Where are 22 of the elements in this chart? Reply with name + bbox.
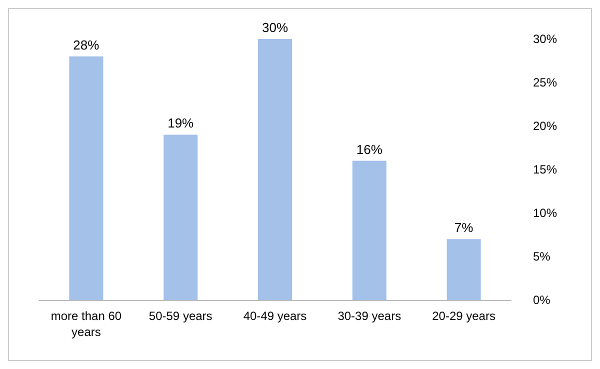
y-tick-label: 5% [533,250,551,264]
data-label: 19% [168,116,194,131]
bar [352,160,386,300]
bar [69,56,104,300]
bar [446,239,481,300]
x-tick-label: 50-59 years [148,309,212,323]
bar [164,134,198,300]
data-label: 16% [356,142,383,157]
y-tick-label: 0% [533,293,551,307]
y-tick-label: 15% [533,162,558,176]
y-tick-label: 20% [533,119,558,133]
data-label: 30% [262,20,288,35]
y-tick-label: 10% [533,206,558,220]
data-label: 28% [73,37,100,52]
data-label: 7% [454,220,474,236]
x-tick-label: 30-39 years [338,309,402,323]
y-tick-label: 25% [533,76,558,90]
x-tick-label: more than 60 years [50,309,122,339]
x-tick-label: 40-49 years [243,309,307,323]
bar [258,39,292,300]
x-tick-label: 20-29 years [432,309,496,323]
y-tick-label: 30% [533,32,558,46]
